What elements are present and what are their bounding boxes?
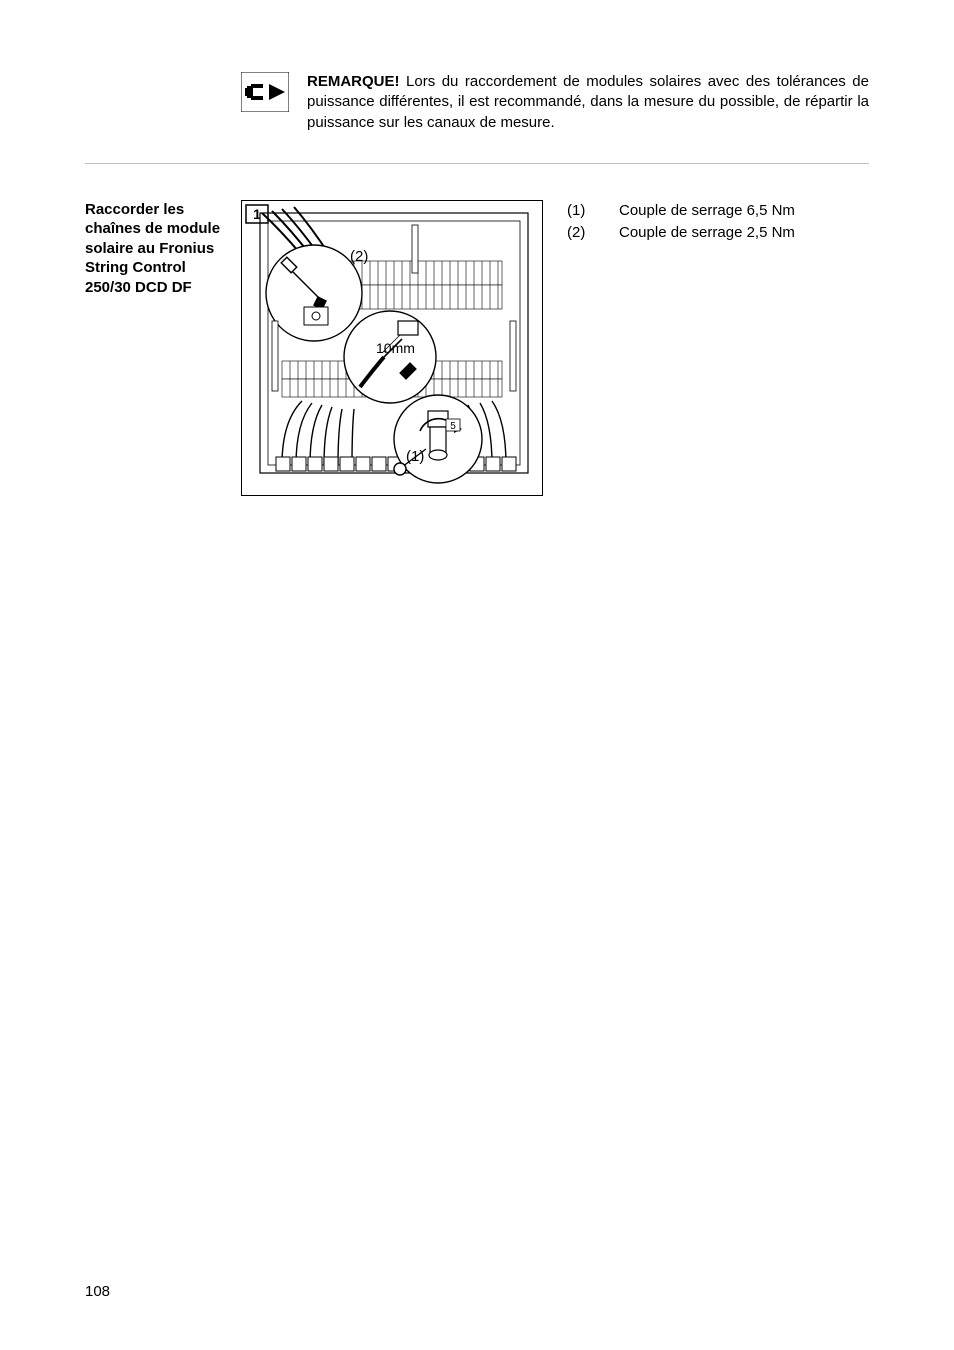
legend-row: (1) Couple de serrage 6,5 Nm	[567, 200, 869, 223]
remark-block: REMARQUE! Lors du raccordement de module…	[85, 72, 869, 163]
wiring-diagram: 1	[241, 200, 543, 496]
remark-text: REMARQUE! Lors du raccordement de module…	[307, 72, 869, 133]
main-row: Raccorder les chaînes de module solaire …	[85, 200, 869, 496]
legend-num: (1)	[567, 200, 593, 223]
legend-row: (2) Couple de serrage 2,5 Nm	[567, 222, 869, 245]
callout-bottom-label: (1)	[406, 448, 424, 465]
diagram-column: 1	[241, 200, 543, 496]
section-heading: Raccorder les chaînes de module solaire …	[85, 200, 227, 298]
callout-top-label: (2)	[350, 248, 368, 265]
page-number: 108	[85, 1283, 110, 1300]
section-divider	[85, 163, 869, 164]
legend-num: (2)	[567, 222, 593, 245]
legend-text: Couple de serrage 6,5 Nm	[619, 200, 795, 223]
callout-arrow-label: 5	[450, 421, 456, 432]
legend-text: Couple de serrage 2,5 Nm	[619, 222, 795, 245]
hand-pointing-icon	[241, 72, 289, 116]
legend: (1) Couple de serrage 6,5 Nm (2) Couple …	[557, 200, 869, 245]
remark-label: REMARQUE!	[307, 73, 400, 90]
callout-mid-label: 10mm	[376, 340, 415, 356]
